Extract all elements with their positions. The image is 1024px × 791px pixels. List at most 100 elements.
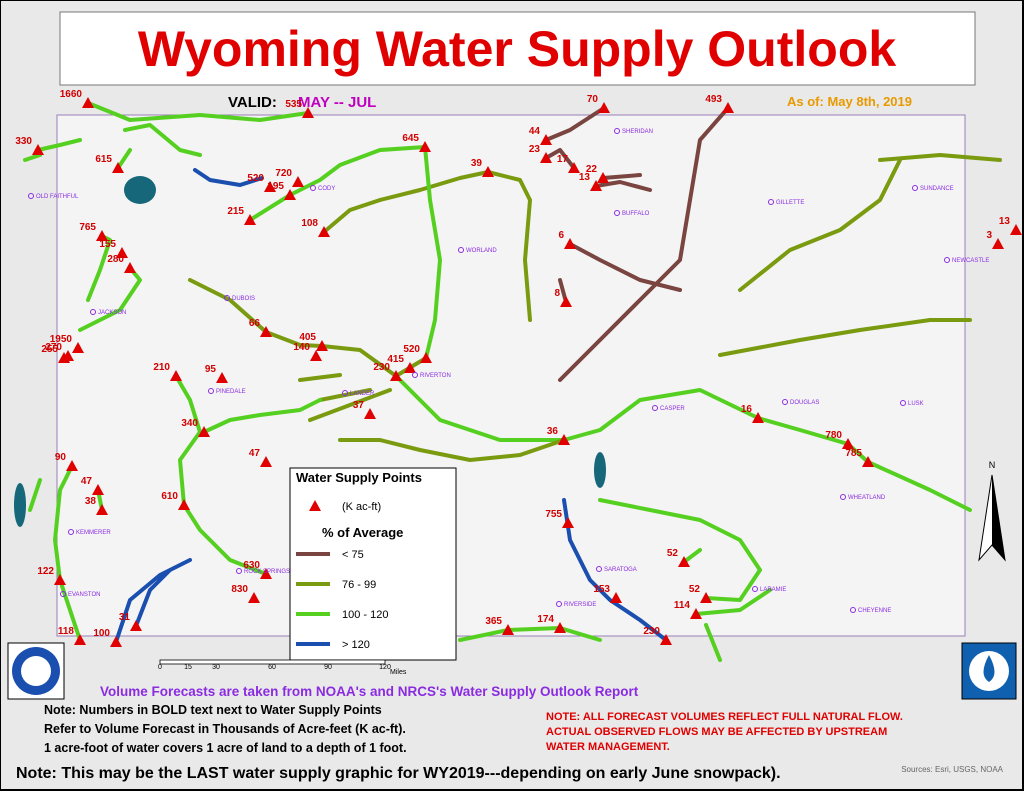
point-value: 118: [58, 626, 75, 637]
supply-point: [560, 296, 572, 307]
point-value: 493: [705, 94, 722, 105]
legend-title: Water Supply Points: [296, 470, 422, 485]
supply-point: [660, 634, 672, 645]
supply-point: [1010, 224, 1022, 235]
supply-point: [482, 166, 494, 177]
supply-point: [92, 484, 104, 495]
nws-logo: [961, 642, 1017, 700]
point-value: 630: [243, 560, 260, 571]
valid-label: VALID:: [228, 94, 277, 111]
point-value: 535: [285, 99, 302, 110]
point-value: 6: [558, 230, 564, 241]
town-marker: [412, 372, 418, 378]
town-label: SARATOGA: [604, 567, 637, 573]
legend-box: [289, 467, 457, 661]
town-label: LUSK: [908, 401, 924, 407]
point-value: 520: [247, 173, 264, 184]
point-value: 47: [249, 448, 261, 459]
as-of: As of: May 8th, 2019: [787, 94, 912, 109]
point-value: 38: [85, 496, 97, 507]
point-value: 785: [845, 448, 862, 459]
point-value: 95: [205, 364, 217, 375]
point-value: 100: [93, 628, 110, 639]
point-value: 36: [547, 426, 559, 437]
town-label: KEMMERER: [76, 530, 111, 536]
supply-point: [74, 634, 86, 645]
supply-point: [292, 176, 304, 187]
note-line: Refer to Volume Forecast in Thousands of…: [44, 722, 406, 736]
point-value: 255: [41, 344, 58, 355]
town-label: WORLAND: [466, 248, 497, 254]
town-marker: [768, 199, 774, 205]
point-value: 23: [529, 144, 541, 155]
supply-point: [110, 636, 122, 647]
title: Wyoming Water Supply Outlook: [138, 21, 897, 77]
town-label: CASPER: [660, 406, 685, 412]
scale-unit: Miles: [390, 669, 407, 676]
supply-point: [32, 144, 44, 155]
bottom-note: Note: This may be the LAST water supply …: [16, 765, 781, 782]
point-value: 1950: [50, 334, 73, 345]
legend-classes: < 75 76 - 99 100 - 120 > 120: [296, 549, 388, 651]
town-label: LARAMIE: [760, 587, 786, 593]
town-marker: [342, 390, 348, 396]
point-value: 210: [153, 362, 170, 373]
town-marker: [224, 295, 230, 301]
supply-point: [564, 238, 576, 249]
legend-label: > 120: [342, 639, 370, 651]
note-line: Note: Numbers in BOLD text next to Water…: [44, 703, 382, 717]
point-value: 37: [353, 400, 365, 411]
point-value: 44: [529, 126, 541, 137]
point-value: 39: [471, 158, 483, 169]
point-value: 780: [825, 430, 842, 441]
legend-label: 76 - 99: [342, 579, 376, 591]
point-value: 520: [403, 344, 420, 355]
point-value: 330: [15, 136, 32, 147]
supply-point: [178, 499, 190, 510]
town-label: DUBOIS: [232, 296, 255, 302]
point-value: 70: [587, 94, 599, 105]
town-marker: [782, 399, 788, 405]
scale-label: 30: [212, 664, 220, 671]
town-marker: [752, 586, 758, 592]
point-value: 16: [741, 404, 753, 415]
supply-point: [116, 247, 128, 258]
point-value: 52: [689, 584, 701, 595]
town-marker: [310, 185, 316, 191]
legend-unit: (K ac-ft): [342, 501, 381, 513]
point-value: 645: [402, 133, 419, 144]
point-value: 155: [99, 239, 116, 250]
point-value: 22: [586, 164, 598, 175]
credits: Sources: Esri, USGS, NOAA: [901, 765, 1003, 774]
title-box: [59, 11, 976, 86]
noaa-logo: [7, 642, 65, 700]
town-marker: [840, 494, 846, 500]
supply-point: [540, 152, 552, 163]
point-value: 174: [537, 614, 554, 625]
supply-point: [130, 620, 142, 631]
town-label: RIVERTON: [420, 373, 451, 379]
point-value: 153: [593, 584, 610, 595]
town-label: BUFFALO: [622, 211, 650, 217]
source-note: Volume Forecasts are taken from NOAA's a…: [100, 684, 639, 699]
point-value: 215: [227, 206, 244, 217]
north-label: N: [989, 460, 996, 470]
legend-label: < 75: [342, 549, 364, 561]
supply-point: [419, 141, 431, 152]
supply-point: [112, 162, 124, 173]
supply-point: [198, 426, 210, 437]
supply-point: [842, 438, 854, 449]
point-value: 270: [45, 342, 62, 353]
point-value: 114: [674, 600, 691, 611]
state-outline: [56, 114, 966, 637]
supply-point: [678, 556, 690, 567]
point-value: 340: [181, 418, 198, 429]
point-value: 122: [37, 566, 54, 577]
supply-point: [244, 214, 256, 225]
point-value: 13: [999, 216, 1011, 227]
supply-point: [554, 622, 566, 633]
supply-point: [690, 608, 702, 619]
supply-point: [862, 456, 874, 467]
supply-point: [82, 97, 94, 108]
